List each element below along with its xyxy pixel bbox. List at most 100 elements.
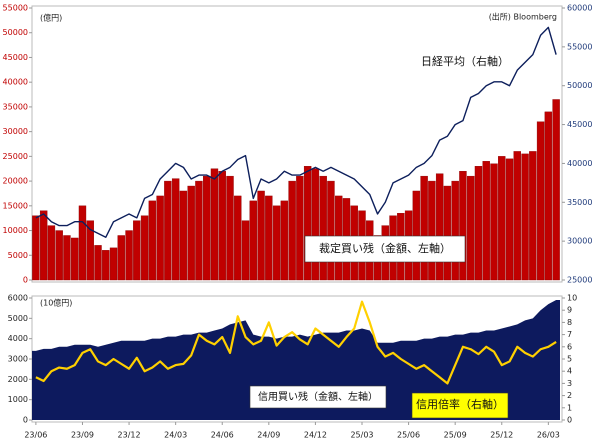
bar (63, 235, 71, 281)
y-tick-label: 5000 (8, 314, 28, 323)
bar (296, 175, 304, 281)
bar (71, 237, 79, 281)
y-tick-label: 2000 (8, 375, 28, 384)
bar (498, 156, 506, 281)
bar (179, 190, 188, 281)
bar (171, 178, 180, 281)
y2-tick-label: 1 (567, 403, 572, 412)
bar (257, 190, 265, 281)
annotation: (出所) Bloomberg (489, 12, 557, 22)
annotation: (10億円) (40, 298, 72, 308)
bar (47, 225, 56, 281)
bar (303, 166, 312, 281)
annotation: (億円) (40, 13, 62, 23)
y2-tick-label: 3 (567, 379, 572, 388)
x-tick-label: 25/03 (350, 431, 373, 440)
x-tick-label: 25/06 (397, 431, 420, 440)
y2-tick-label: 60000 (567, 4, 592, 13)
y-tick-label: 50000 (3, 28, 28, 37)
y2-tick-label: 45000 (567, 120, 592, 129)
y-tick-label: 4000 (8, 334, 28, 343)
y-tick-label: 25000 (3, 152, 28, 161)
y2-tick-label: 25000 (567, 276, 592, 285)
y-tick-label: 55000 (3, 4, 28, 13)
bar (203, 175, 211, 281)
bar (272, 205, 281, 281)
bar (195, 180, 203, 281)
bar (156, 195, 164, 281)
x-tick-label: 23/12 (118, 431, 141, 440)
x-tick-label: 23/06 (24, 431, 47, 440)
bar (451, 180, 459, 281)
bar (117, 235, 125, 281)
bar (280, 200, 289, 281)
x-tick-label: 24/03 (164, 431, 187, 440)
bar (109, 247, 118, 281)
bar (148, 200, 157, 281)
y-tick-label: 10000 (3, 226, 28, 235)
bar (102, 250, 110, 281)
annotation: 信用買い残（金額、左軸） (258, 390, 378, 403)
y2-tick-label: 2 (567, 391, 572, 400)
bar (505, 158, 514, 281)
y-tick-label: 0 (23, 276, 28, 285)
bar (125, 230, 133, 281)
y-tick-label: 5000 (8, 251, 28, 260)
y2-tick-label: 35000 (567, 198, 592, 207)
y2-tick-label: 10 (567, 294, 577, 303)
y2-tick-label: 30000 (567, 237, 592, 246)
bar (412, 190, 421, 281)
line (35, 300, 557, 385)
y-tick-label: 1000 (8, 395, 28, 404)
y2-tick-label: 40000 (567, 159, 592, 168)
annotation-box (249, 385, 387, 409)
bar (544, 111, 553, 281)
bar (210, 168, 219, 281)
bar (218, 170, 226, 281)
y-tick-label: 20000 (3, 177, 28, 186)
bar (241, 220, 250, 281)
bar (443, 185, 452, 281)
annotation-box (304, 235, 466, 263)
y-tick-label: 30000 (3, 127, 28, 136)
bar (482, 161, 490, 281)
bar (467, 175, 475, 281)
bar (164, 180, 172, 281)
bar (428, 180, 436, 281)
y2-tick-label: 6 (567, 342, 572, 351)
bar (490, 163, 498, 281)
bar (319, 175, 327, 281)
y2-tick-label: 0 (567, 416, 572, 425)
bar (39, 210, 48, 281)
bar (249, 200, 257, 281)
bar (226, 175, 234, 281)
bar (32, 215, 40, 281)
x-tick-label: 25/09 (444, 431, 467, 440)
y2-tick-label: 7 (567, 330, 572, 339)
y-tick-label: 0 (23, 416, 28, 425)
y-tick-label: 3000 (8, 355, 28, 364)
y2-tick-label: 4 (567, 367, 572, 376)
bar (536, 121, 545, 281)
bar (327, 180, 335, 281)
annotation: 裁定買い残（金額、左軸） (319, 241, 451, 255)
bar (94, 245, 102, 281)
annotation: 日経平均（右軸） (421, 54, 509, 68)
y-tick-label: 15000 (3, 201, 28, 210)
bar (55, 230, 63, 281)
y-tick-label: 6000 (8, 294, 28, 303)
bar (311, 168, 320, 281)
bar (288, 180, 296, 281)
y-tick-label: 45000 (3, 53, 28, 62)
bar (420, 175, 428, 281)
y2-tick-label: 5 (567, 355, 572, 364)
y-tick-label: 35000 (3, 102, 28, 111)
bar (133, 220, 141, 281)
x-tick-label: 24/12 (304, 431, 327, 440)
y2-tick-label: 55000 (567, 42, 592, 51)
bar (187, 185, 195, 281)
x-tick-label: 24/06 (211, 431, 234, 440)
bar (234, 195, 242, 281)
bar (265, 195, 273, 281)
